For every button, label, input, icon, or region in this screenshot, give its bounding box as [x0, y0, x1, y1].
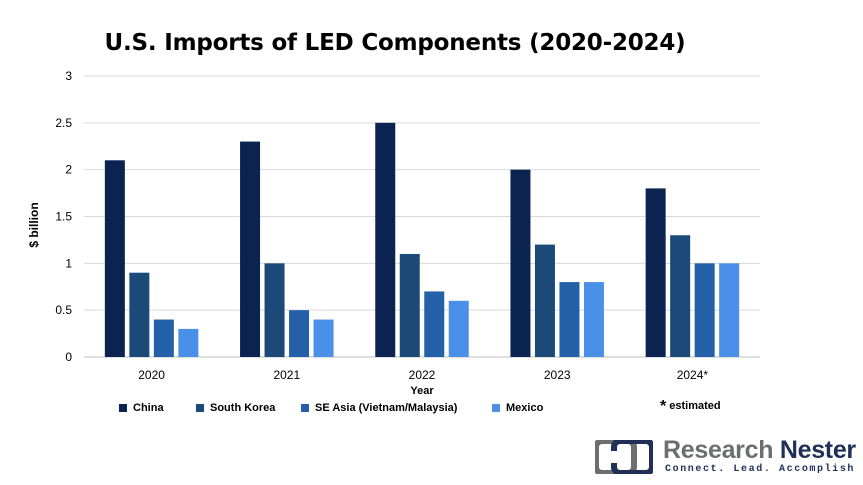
logo-name-part1: Research — [663, 436, 774, 464]
x-tick-labels: 2020 2021 2022 2023 2024* — [138, 368, 708, 382]
bars — [104, 122, 740, 357]
bar — [240, 141, 261, 357]
legend-item: Mexico — [492, 402, 543, 414]
x-axis-label: Year — [410, 385, 434, 397]
y-tick-label: 3 — [65, 69, 72, 83]
y-tick-label: 0.5 — [55, 303, 72, 317]
y-tick-labels: 0 0.5 1 1.5 2 2.5 3 — [55, 69, 72, 364]
bar — [424, 291, 445, 357]
bar — [289, 310, 310, 357]
x-tick-label: 2024* — [677, 368, 709, 382]
asterisk: * — [660, 398, 667, 415]
logo-name: Research Nester — [663, 436, 856, 464]
x-tick-label: 2020 — [138, 368, 165, 382]
y-tick-label: 2.5 — [55, 116, 72, 130]
bar — [153, 319, 174, 357]
y-tick-label: 1.5 — [55, 210, 72, 224]
estimated-note: * estimated — [660, 398, 721, 416]
bar — [104, 160, 125, 357]
logo-tagline: Connect. Lead. Accomplish — [665, 464, 856, 475]
legend-item: South Korea — [196, 402, 275, 414]
estimated-note-text: estimated — [669, 400, 721, 412]
bar — [534, 244, 555, 357]
research-nester-logo: Research Nester Connect. Lead. Accomplis… — [593, 436, 856, 478]
legend-label: China — [133, 402, 164, 414]
x-tick-label: 2022 — [409, 368, 436, 382]
legend-item: China — [119, 402, 164, 414]
y-tick-label: 1 — [65, 256, 72, 270]
bar — [178, 328, 199, 357]
bar — [719, 263, 740, 357]
logo-name-part2: Nester — [779, 436, 856, 464]
bar — [448, 300, 469, 357]
x-tick-label: 2023 — [544, 368, 571, 382]
legend-swatch — [196, 404, 204, 412]
bar — [645, 188, 666, 357]
legend-swatch — [492, 404, 500, 412]
bar — [510, 169, 531, 357]
bar — [375, 122, 396, 357]
bar — [559, 282, 580, 357]
logo-mark-icon — [595, 440, 653, 474]
legend-label: South Korea — [210, 402, 276, 414]
bar — [583, 282, 604, 357]
bar — [670, 235, 691, 357]
bar — [129, 272, 150, 357]
legend-label: Mexico — [506, 402, 544, 414]
y-axis-label: $ billion — [27, 202, 41, 247]
legend-label: SE Asia (Vietnam/Malaysia) — [315, 402, 458, 414]
legend-item: SE Asia (Vietnam/Malaysia) — [301, 402, 457, 414]
y-tick-label: 2 — [65, 163, 72, 177]
bar — [313, 319, 334, 357]
x-tick-label: 2021 — [273, 368, 300, 382]
legend: China South Korea SE Asia (Vietnam/Malaysi… — [0, 402, 600, 422]
bar — [694, 263, 715, 357]
bar — [399, 253, 420, 357]
legend-swatch — [119, 404, 127, 412]
chart-title: U.S. Imports of LED Components (2020-202… — [104, 30, 686, 56]
bar — [264, 263, 285, 357]
y-tick-label: 0 — [65, 350, 72, 364]
legend-swatch — [301, 404, 309, 412]
